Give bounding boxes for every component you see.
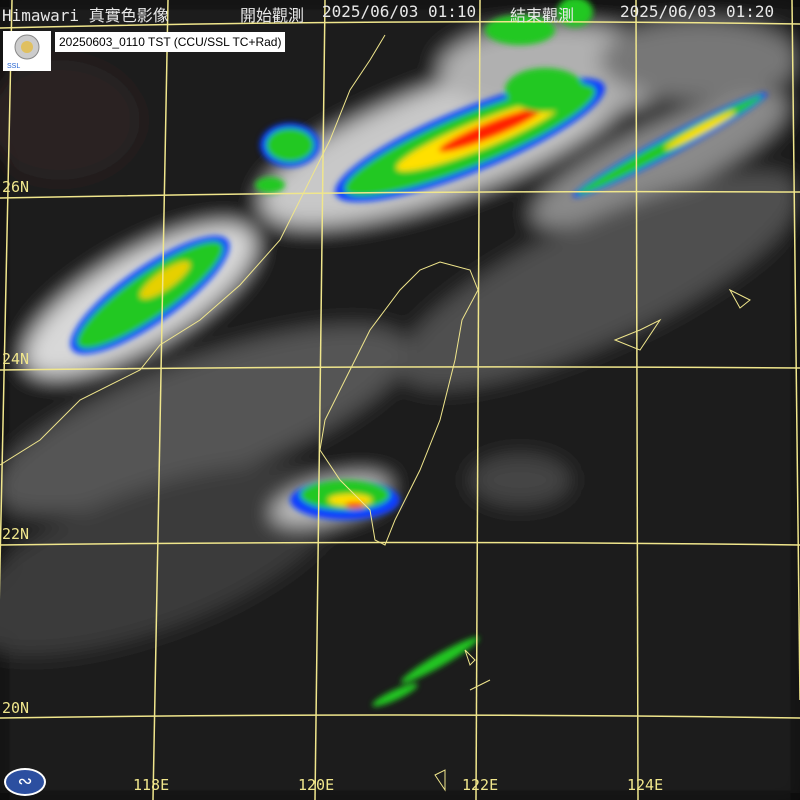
coastline-layer (0, 34, 751, 792)
end-observation-label: 結束觀測 (510, 6, 575, 25)
severe-storm-lab-logo: SSL (3, 31, 51, 71)
start-observation-label: 開始觀測 (240, 6, 305, 25)
lat-label: 24N (2, 350, 30, 368)
end-observation-time: 2025/06/03 01:20 (620, 2, 775, 21)
lon-label: 120E (298, 776, 335, 794)
svg-text:SSL: SSL (7, 63, 20, 70)
cwa-logo-icon: ∾ (4, 768, 46, 796)
product-label: 20250603_0110 TST (CCU/SSL TC+Rad) (55, 32, 286, 52)
lat-label: 20N (2, 699, 30, 717)
satellite-title: Himawari 真實色影像 (2, 6, 169, 25)
taiwan-outline (319, 261, 479, 546)
lon-label: 118E (133, 776, 170, 794)
lat-label: 22N (2, 525, 30, 543)
lat-label: 26N (2, 178, 30, 196)
lon-label: 122E (462, 776, 499, 794)
start-observation-time: 2025/06/03 01:10 (322, 2, 477, 21)
lon-label: 124E (627, 776, 664, 794)
